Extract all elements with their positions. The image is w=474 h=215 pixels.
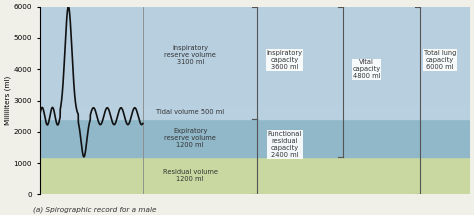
Text: Inspiratory
reserve volume
3100 ml: Inspiratory reserve volume 3100 ml xyxy=(164,45,216,65)
Y-axis label: Milliliters (ml): Milliliters (ml) xyxy=(4,76,11,125)
Bar xyxy=(40,7,470,104)
Text: Inspiratory
capacity
3600 ml: Inspiratory capacity 3600 ml xyxy=(267,50,303,70)
Text: Functional
residual
capacity
2400 ml: Functional residual capacity 2400 ml xyxy=(268,131,302,158)
Text: Residual volume
1200 ml: Residual volume 1200 ml xyxy=(163,169,218,182)
Text: Expiratory
reserve volume
1200 ml: Expiratory reserve volume 1200 ml xyxy=(164,128,216,148)
Text: Tidal volume 500 ml: Tidal volume 500 ml xyxy=(156,109,224,115)
Bar xyxy=(40,157,470,194)
Text: (a) Spirographic record for a male: (a) Spirographic record for a male xyxy=(33,206,157,213)
Text: Vital
capacity
4800 ml: Vital capacity 4800 ml xyxy=(353,59,381,79)
Text: Total lung
capacity
6000 ml: Total lung capacity 6000 ml xyxy=(424,50,456,70)
Bar xyxy=(40,119,470,157)
Bar xyxy=(40,104,470,119)
